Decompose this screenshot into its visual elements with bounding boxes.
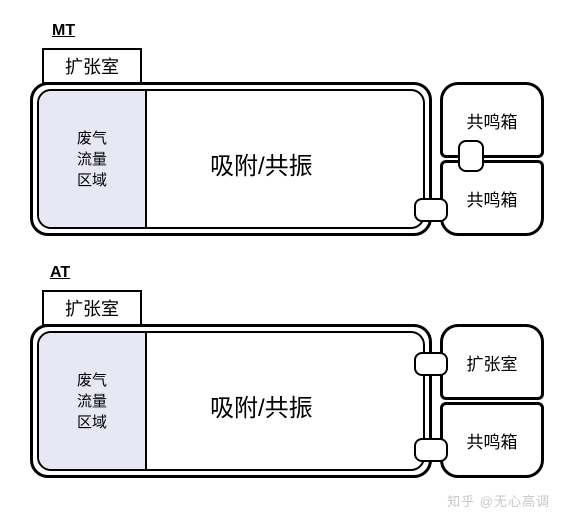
- at-side-box-top: 扩张室: [440, 324, 544, 400]
- mt-title: MT: [52, 22, 75, 40]
- mt-expansion-tab-label: 扩张室: [65, 53, 119, 79]
- at-side-box-bot: 共鸣箱: [440, 402, 544, 478]
- at-connector: [414, 352, 448, 376]
- mt-exhaust-line: 废气: [77, 128, 107, 149]
- at-side-box-bot-label: 共鸣箱: [467, 428, 518, 453]
- mt-side-box-bot-label: 共鸣箱: [467, 186, 518, 211]
- mt-connector: [458, 140, 484, 172]
- at-exhaust-line: 流量: [77, 391, 107, 412]
- mt-center-label: 吸附/共振: [210, 146, 313, 181]
- at-connector: [414, 438, 448, 462]
- mt-side-box-bot: 共鸣箱: [440, 160, 544, 236]
- at-title: AT: [50, 264, 70, 282]
- at-expansion-tab: 扩张室: [42, 290, 142, 326]
- watermark: 知乎 @无心高调: [447, 491, 550, 510]
- mt-exhaust-zone: 废气 流量 区域: [39, 91, 147, 227]
- at-expansion-tab-label: 扩张室: [65, 295, 119, 321]
- mt-side-box-top: 共鸣箱: [440, 82, 544, 158]
- at-side-box-top-label: 扩张室: [467, 350, 518, 375]
- at-exhaust-zone: 废气 流量 区域: [39, 333, 147, 469]
- at-center-label: 吸附/共振: [210, 388, 313, 423]
- at-exhaust-line: 区域: [77, 412, 107, 433]
- mt-expansion-tab: 扩张室: [42, 48, 142, 84]
- mt-connector: [414, 198, 448, 222]
- at-exhaust-line: 废气: [77, 370, 107, 391]
- mt-exhaust-line: 区域: [77, 170, 107, 191]
- mt-exhaust-line: 流量: [77, 149, 107, 170]
- mt-side-box-top-label: 共鸣箱: [467, 108, 518, 133]
